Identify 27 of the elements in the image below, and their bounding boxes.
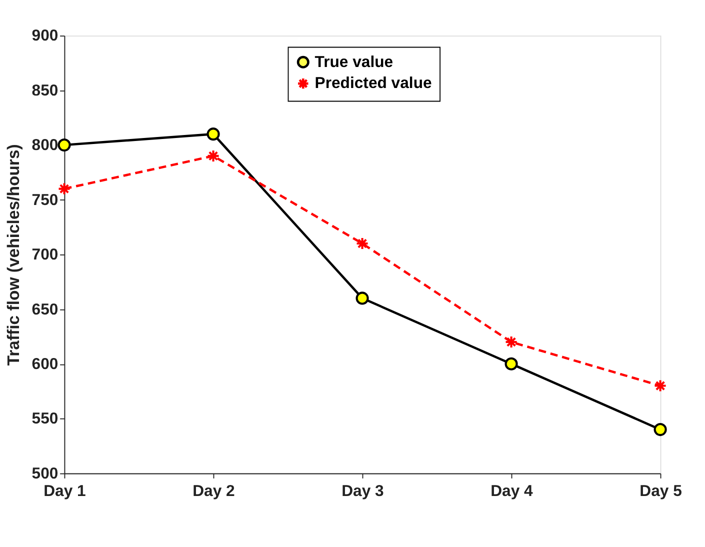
legend-label: Predicted value xyxy=(314,75,432,92)
x-tick-label: Day 5 xyxy=(640,483,682,500)
point xyxy=(206,149,220,162)
x-tick-label: Day 1 xyxy=(44,483,86,500)
point xyxy=(356,236,369,250)
y-tick-label: 850 xyxy=(32,82,58,100)
y-tick-label: 600 xyxy=(32,356,58,373)
point xyxy=(654,423,667,436)
y-tick-label: 650 xyxy=(32,301,58,318)
point xyxy=(58,182,71,196)
y-tick-label: 700 xyxy=(32,246,58,264)
y-tick-label: 900 xyxy=(32,28,58,45)
y-tick-label: 500 xyxy=(32,465,58,482)
legend-label: True value xyxy=(314,54,394,71)
point xyxy=(504,357,518,370)
y-tick-label: 800 xyxy=(32,137,58,154)
point xyxy=(206,128,220,141)
x-tick-label: Day 3 xyxy=(342,483,384,500)
x-tick-label: Day 2 xyxy=(192,483,236,500)
point xyxy=(504,335,518,349)
x-tick-label: Day 4 xyxy=(490,483,534,500)
y-tick-label: 750 xyxy=(32,192,58,209)
point xyxy=(356,292,369,305)
y-axis-title: Traffic flow (vehicles/hours) xyxy=(4,144,23,366)
point xyxy=(654,379,667,392)
point xyxy=(58,138,71,152)
y-tick-label: 550 xyxy=(32,410,58,428)
